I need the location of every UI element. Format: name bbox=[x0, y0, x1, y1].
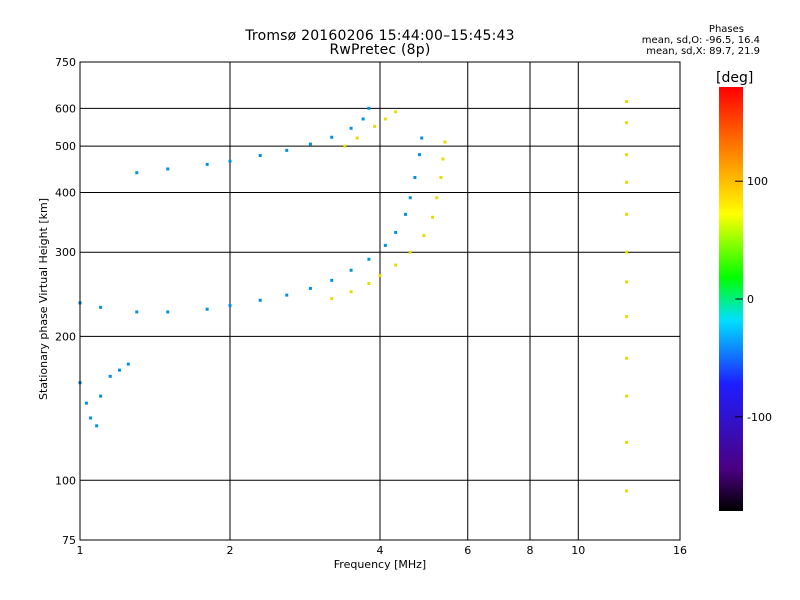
data-point bbox=[394, 110, 398, 114]
colorbar-unit: [deg] bbox=[716, 70, 754, 86]
data-point bbox=[431, 215, 435, 219]
data-point bbox=[420, 136, 424, 140]
data-point bbox=[99, 305, 103, 309]
phases-title: Phases bbox=[708, 24, 744, 35]
data-point bbox=[625, 153, 629, 157]
data-point bbox=[285, 148, 289, 152]
data-point bbox=[117, 368, 121, 372]
data-point bbox=[258, 154, 262, 158]
data-point bbox=[355, 136, 359, 140]
data-point bbox=[625, 489, 629, 493]
data-point bbox=[205, 162, 209, 166]
data-point bbox=[625, 356, 629, 360]
data-point bbox=[258, 298, 262, 302]
y-tick-label: 500 bbox=[55, 140, 76, 153]
x-tick-label: 8 bbox=[527, 544, 534, 557]
data-point bbox=[330, 135, 334, 139]
data-point bbox=[166, 167, 170, 171]
data-point bbox=[367, 282, 371, 286]
x-tick-label: 6 bbox=[464, 544, 471, 557]
x-tick-label: 1 bbox=[77, 544, 84, 557]
data-point bbox=[435, 196, 439, 200]
data-point bbox=[84, 401, 88, 405]
data-point bbox=[394, 263, 398, 267]
y-axis-label: Stationary phase Virtual Height [km] bbox=[37, 198, 50, 400]
data-point bbox=[349, 290, 353, 294]
x-axis-label: Frequency [MHz] bbox=[334, 558, 426, 571]
data-point bbox=[408, 250, 412, 254]
plot-frame bbox=[79, 61, 681, 541]
grid-lines bbox=[80, 62, 680, 540]
data-point bbox=[99, 394, 103, 398]
data-point bbox=[228, 159, 232, 163]
y-tick-label: 400 bbox=[55, 186, 76, 199]
phases-x-stats: mean, sd,X: 89.7, 21.9 bbox=[646, 46, 760, 57]
y-tick-label: 600 bbox=[55, 102, 76, 115]
data-point bbox=[330, 297, 334, 301]
tick-labels: 1 2 4 6 8 10 16 75 100 200 300 400 500 600 750 bbox=[55, 56, 687, 557]
data-point bbox=[625, 180, 629, 184]
y-tick-label: 750 bbox=[55, 56, 76, 69]
data-point bbox=[135, 171, 139, 175]
data-point bbox=[378, 274, 382, 278]
data-point bbox=[228, 304, 232, 308]
data-point bbox=[108, 374, 112, 378]
data-point bbox=[89, 416, 93, 420]
data-point bbox=[625, 440, 629, 444]
data-point bbox=[367, 106, 371, 110]
y-tick-label: 100 bbox=[55, 474, 76, 487]
chart-subtitle: RwPretec (8p) bbox=[329, 42, 431, 58]
x-tick-label: 16 bbox=[673, 544, 687, 557]
data-point bbox=[383, 117, 387, 121]
colorbar bbox=[719, 87, 743, 511]
data-point bbox=[625, 121, 629, 125]
data-point bbox=[625, 100, 629, 104]
data-point bbox=[135, 310, 139, 314]
data-point bbox=[417, 153, 421, 157]
data-point bbox=[205, 307, 209, 311]
data-point bbox=[349, 268, 353, 272]
data-point bbox=[343, 144, 347, 148]
data-point bbox=[383, 243, 387, 247]
data-point bbox=[403, 212, 407, 216]
y-tick-label: 75 bbox=[62, 534, 76, 547]
x-tick-label: 10 bbox=[571, 544, 585, 557]
data-point bbox=[394, 230, 398, 234]
data-point bbox=[367, 257, 371, 261]
axes bbox=[79, 61, 681, 541]
data-point bbox=[308, 286, 312, 290]
data-point bbox=[95, 424, 99, 428]
data-point bbox=[625, 315, 629, 319]
data-point bbox=[441, 157, 445, 161]
data-point bbox=[166, 310, 170, 314]
data-point bbox=[308, 142, 312, 146]
x-tick-label: 2 bbox=[227, 544, 234, 557]
data-point bbox=[443, 140, 447, 144]
data-point bbox=[625, 280, 629, 284]
y-tick-label: 300 bbox=[55, 246, 76, 259]
data-point bbox=[625, 250, 629, 254]
data-point bbox=[408, 196, 412, 200]
data-point bbox=[422, 234, 426, 238]
x-tick-label: 4 bbox=[377, 544, 384, 557]
data-point bbox=[349, 126, 353, 130]
data-point bbox=[625, 394, 629, 398]
data-point bbox=[285, 293, 289, 297]
y-tick-label: 200 bbox=[55, 330, 76, 343]
data-point bbox=[330, 278, 334, 282]
data-point bbox=[439, 175, 443, 179]
chart-title: Tromsø 20160206 15:44:00–15:45:43 bbox=[245, 28, 515, 44]
data-point bbox=[625, 212, 629, 216]
data-points bbox=[78, 100, 629, 493]
data-point bbox=[413, 175, 417, 179]
data-point bbox=[126, 362, 130, 366]
data-point bbox=[361, 117, 365, 121]
data-point bbox=[373, 124, 377, 128]
phases-o-stats: mean, sd,O: -96.5, 16.4 bbox=[641, 35, 760, 46]
